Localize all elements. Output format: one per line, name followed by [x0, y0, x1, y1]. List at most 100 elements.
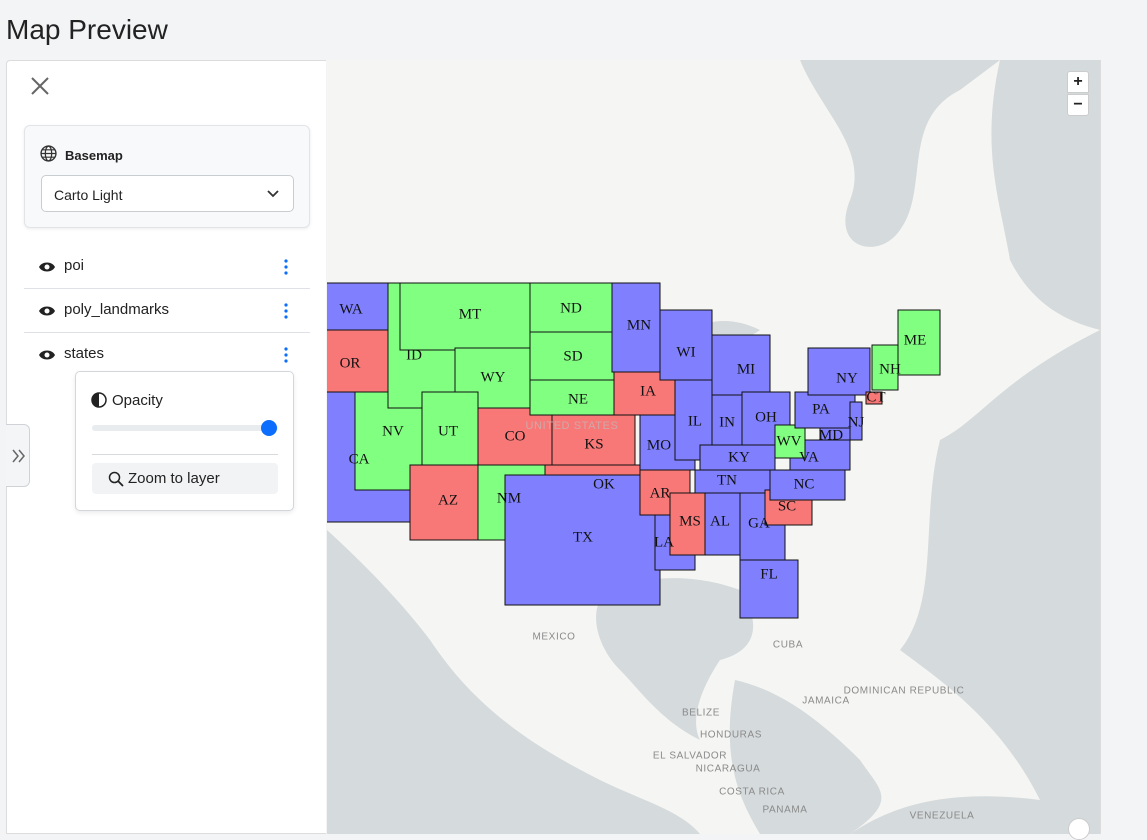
state	[529, 282, 613, 333]
state	[865, 391, 883, 405]
eye-icon	[39, 306, 55, 316]
state-label: AR	[650, 485, 671, 501]
dot	[284, 259, 288, 263]
layer-options[interactable]	[283, 303, 289, 319]
search-icon	[108, 471, 124, 487]
layer-row: poi	[24, 245, 310, 289]
layer-menu: Opacity Zoom to layer	[75, 371, 294, 511]
globe-icon	[40, 145, 57, 162]
eye-pupil	[44, 308, 50, 314]
zoom-out[interactable]: −	[1067, 94, 1089, 116]
state	[659, 309, 713, 381]
contrast-icon	[91, 392, 107, 408]
state-label: TN	[717, 472, 737, 488]
state	[739, 492, 786, 561]
state-label: WY	[481, 369, 506, 385]
layer-name: states	[64, 345, 105, 362]
state-label: MN	[627, 317, 651, 333]
state	[529, 331, 615, 381]
state-label: OH	[755, 409, 777, 425]
state-label: WA	[339, 301, 362, 317]
state-label: LA	[654, 534, 674, 550]
state	[849, 401, 863, 441]
opacity-slider[interactable]	[92, 425, 278, 431]
place-label: CUBA	[773, 640, 803, 651]
slider-knob[interactable]	[261, 420, 277, 436]
state	[774, 424, 806, 459]
state-label: VA	[799, 449, 819, 465]
layer-row: states	[24, 333, 310, 377]
state-label: TX	[573, 529, 593, 545]
place-label: HONDURAS	[700, 730, 762, 741]
dot	[284, 265, 288, 269]
state-label: MT	[459, 306, 482, 322]
state-label: NM	[497, 490, 521, 506]
place-label: DOMINICAN REPUBLIC	[844, 686, 965, 697]
map-canvas[interactable]: WA OR CA NV ID MT WY UT AZ CO NM ND SD NE KS OK TX MN IA MO…	[327, 60, 1100, 834]
layer-options[interactable]	[283, 259, 289, 275]
place-label: UNITED STATES	[526, 420, 619, 432]
state-label: WI	[676, 344, 695, 360]
layer-name: poi	[64, 257, 85, 274]
dot	[284, 271, 288, 275]
basemap-select[interactable]: Carto Light	[41, 175, 294, 212]
state-label: AZ	[438, 492, 458, 508]
dot	[284, 303, 288, 307]
state-label: UT	[438, 423, 458, 439]
state	[711, 334, 771, 396]
state-label: CT	[866, 389, 885, 405]
state-label: NV	[382, 423, 404, 439]
eye-pupil	[44, 264, 50, 270]
state-label: CA	[349, 451, 370, 467]
state-label: CO	[505, 428, 526, 444]
divider	[92, 454, 278, 455]
place-label: PANAMA	[762, 805, 807, 816]
state-label: ME	[904, 332, 927, 348]
button-text: Zoom to layer	[128, 470, 220, 487]
state-label: IL	[688, 413, 702, 429]
zoom-to-layer-button[interactable]: Zoom to layer	[92, 463, 278, 494]
state	[807, 347, 871, 396]
state-label: KY	[728, 449, 750, 465]
page-title: Map Preview	[6, 14, 168, 45]
state-label: OK	[593, 476, 615, 492]
state-label: MI	[737, 361, 755, 377]
basemap-card: Basemap Carto Light	[24, 125, 310, 228]
dot	[284, 315, 288, 319]
close-button[interactable]	[31, 77, 49, 95]
state	[739, 559, 799, 619]
place-label: EL SALVADOR	[653, 751, 727, 762]
state-label: NY	[836, 370, 858, 386]
state-label: MS	[679, 513, 701, 529]
eye-icon	[39, 350, 55, 360]
place-label: VENEZUELA	[910, 811, 975, 822]
layer-options[interactable]	[283, 347, 289, 363]
place-label: COSTA RICA	[719, 787, 785, 798]
state-label: SC	[778, 498, 796, 514]
state	[897, 309, 941, 376]
place-label: MEXICO	[532, 632, 575, 643]
state	[871, 344, 899, 391]
state	[477, 407, 553, 466]
state	[399, 282, 531, 351]
select-value: Carto Light	[54, 187, 123, 203]
state-label: NH	[879, 361, 901, 377]
state-label: AL	[710, 513, 730, 529]
state-label: FL	[760, 566, 778, 582]
dot	[284, 347, 288, 351]
zoom-in[interactable]: +	[1067, 71, 1089, 93]
state-label: MD	[819, 427, 843, 443]
dot	[284, 359, 288, 363]
state-label: GA	[748, 515, 770, 531]
state	[551, 414, 636, 466]
attribution-button[interactable]	[1068, 818, 1090, 840]
state-label: IA	[640, 383, 656, 399]
state	[421, 391, 479, 466]
state	[769, 469, 846, 501]
layer-row: poly_landmarks	[24, 289, 310, 333]
map[interactable]: WA OR CA NV ID MT WY UT AZ CO NM ND SD NE KS OK TX MN IA MO…	[327, 60, 1101, 834]
eye-icon	[39, 262, 55, 272]
expand-tab[interactable]	[6, 424, 30, 487]
state-label: NJ	[848, 414, 865, 430]
